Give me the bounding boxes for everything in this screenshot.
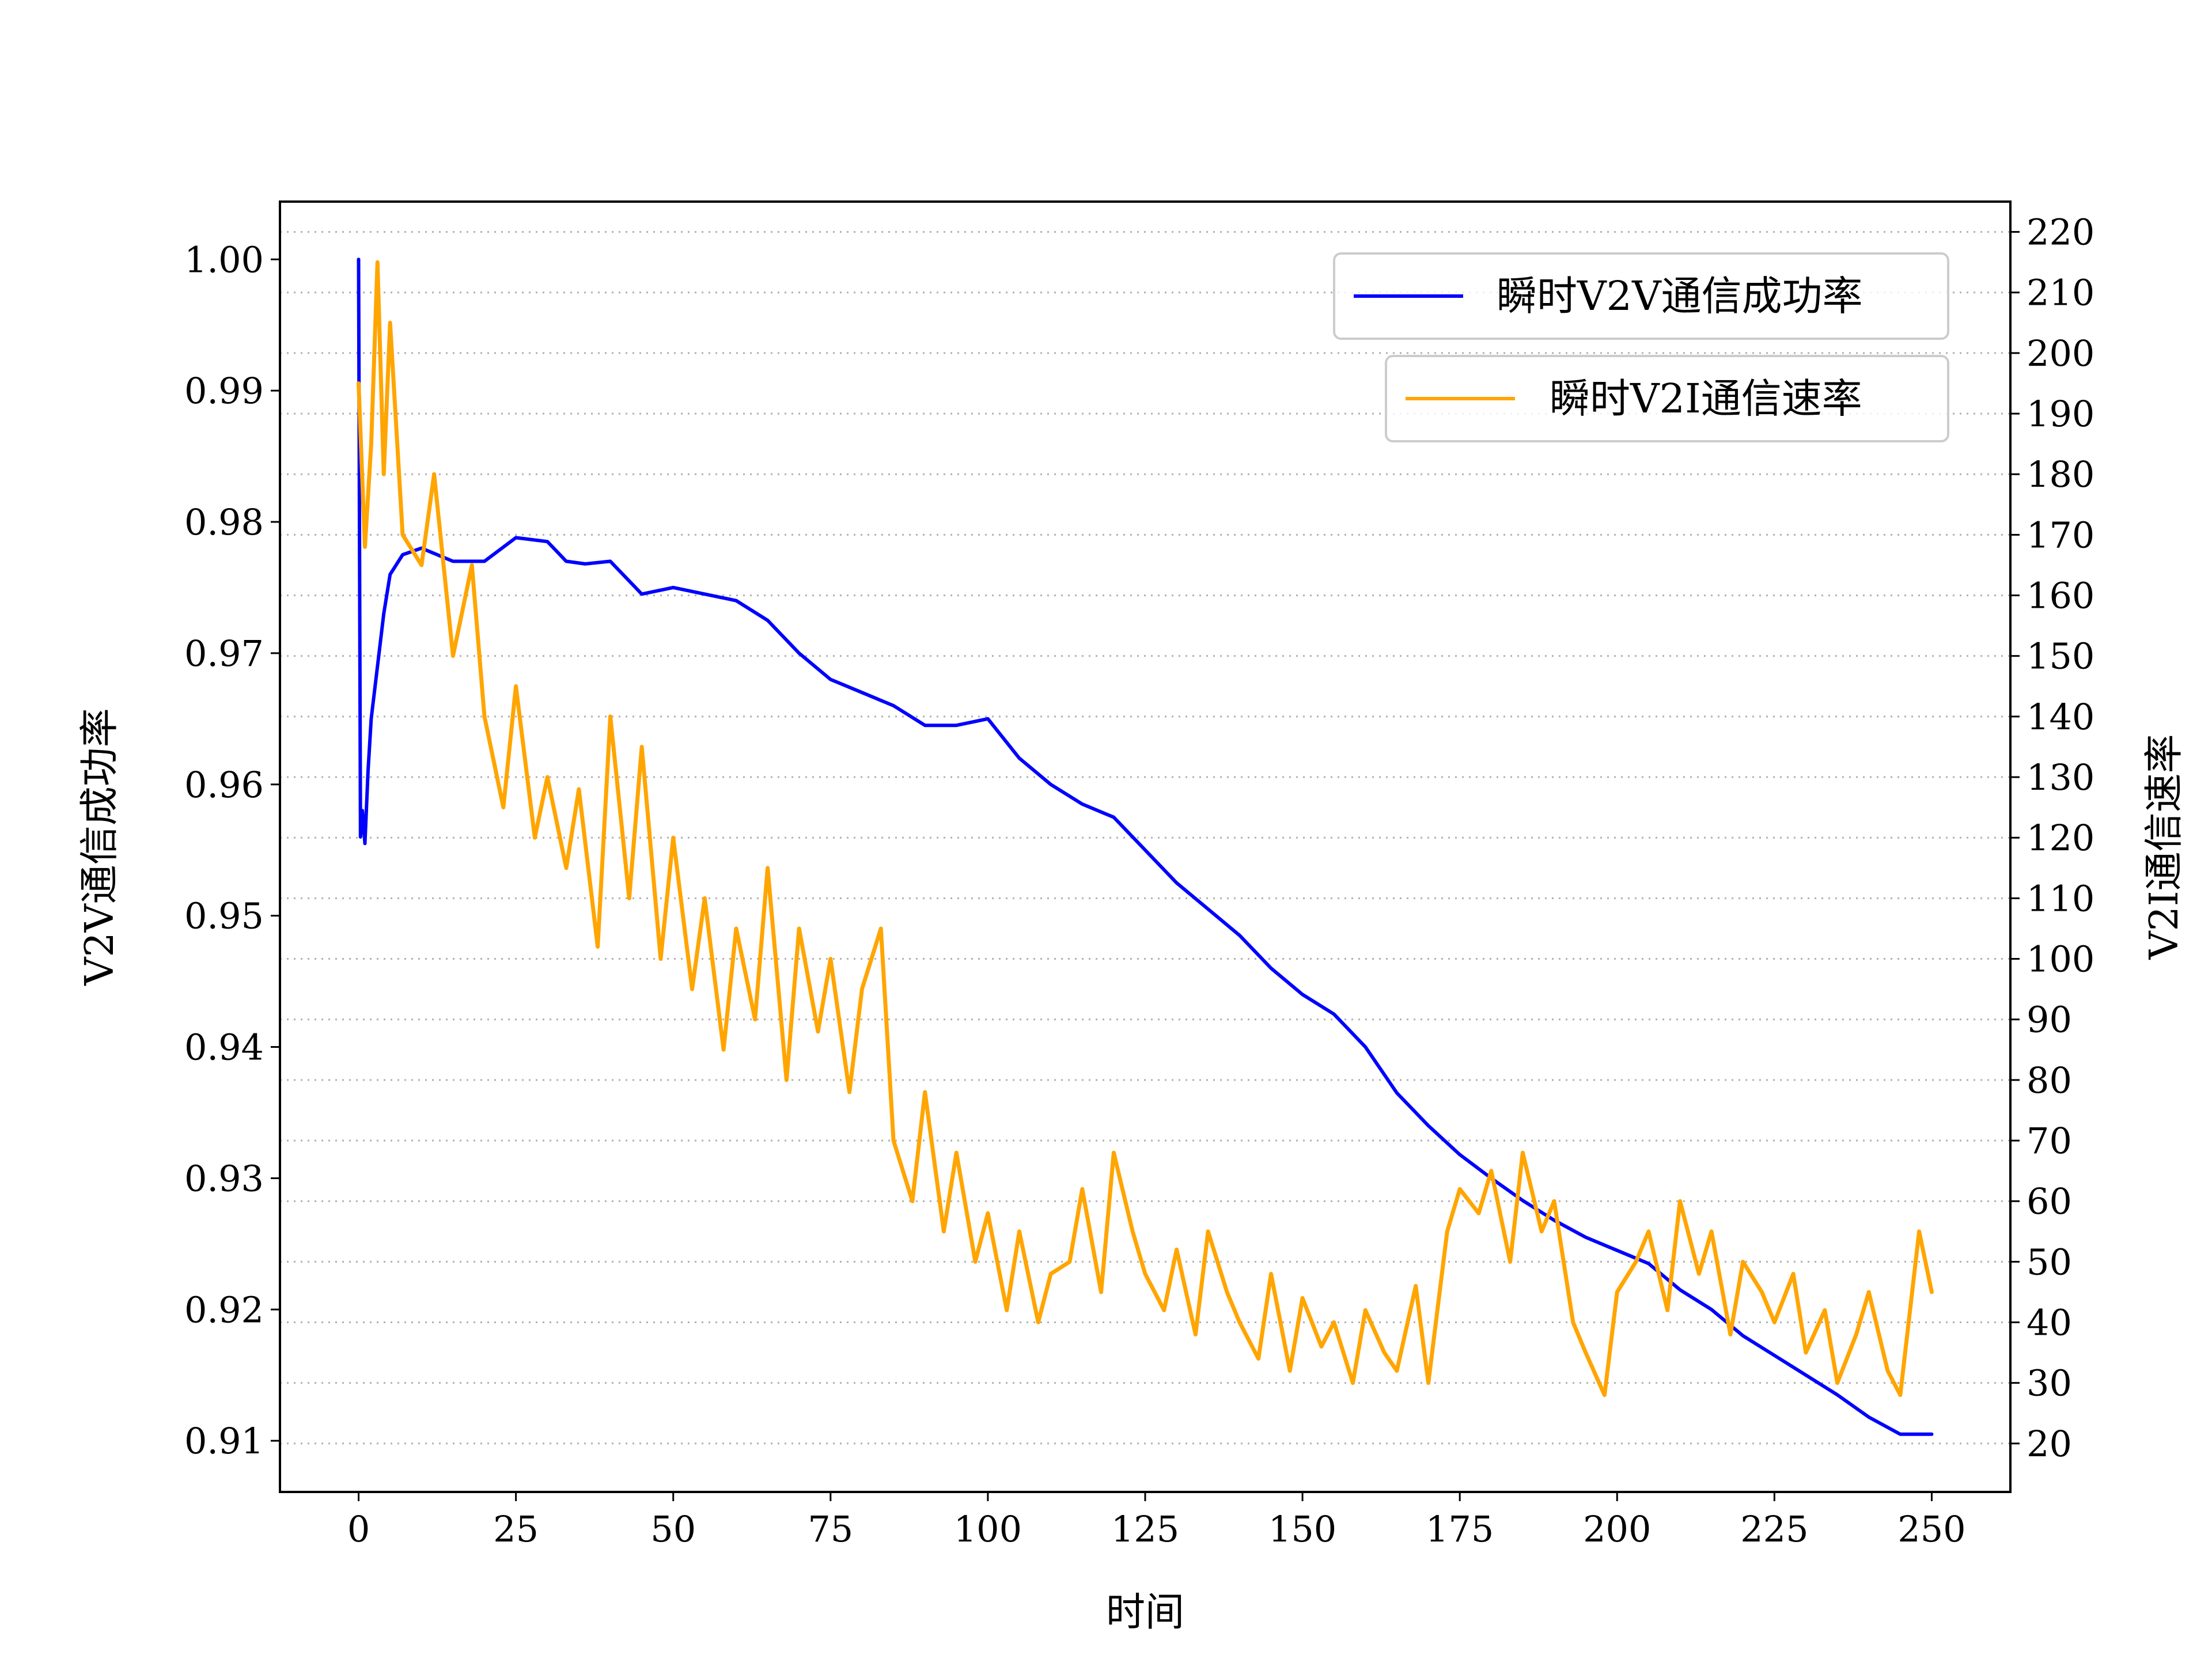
left-y-tick-label: 0.93 xyxy=(184,1157,264,1199)
x-tick-label: 75 xyxy=(808,1508,853,1550)
v2i-rate-line xyxy=(357,260,1934,1397)
x-axis-title: 时间 xyxy=(1106,1590,1184,1635)
left-y-tick-label: 0.96 xyxy=(184,764,264,806)
x-tick-label: 100 xyxy=(954,1508,1022,1550)
legend-v2i-box xyxy=(1385,355,1949,442)
right-y-tick-label: 90 xyxy=(2027,999,2072,1041)
right-y-tick-label: 30 xyxy=(2027,1362,2072,1404)
x-tick-label: 125 xyxy=(1111,1508,1179,1550)
x-tick-label: 250 xyxy=(1897,1508,1965,1550)
right-y-tick-label: 130 xyxy=(2027,756,2094,798)
x-tick-label: 0 xyxy=(347,1508,370,1550)
right-y-tick-label: 20 xyxy=(2027,1423,2072,1465)
x-axis: 0 25 50 75 100 125 150 175 200 225 250 xyxy=(347,1492,1966,1550)
x-tick-label: 50 xyxy=(650,1508,696,1550)
legend-v2v-label: 瞬时V2V通信成功率 xyxy=(1497,272,1863,320)
right-y-tick-label: 200 xyxy=(2027,332,2094,374)
right-y-axis: 20 30 40 50 60 70 80 90 100 110 120 130 140 150 160 170… xyxy=(2010,211,2094,1465)
right-y-tick-label: 190 xyxy=(2027,393,2094,435)
x-tick-label: 225 xyxy=(1740,1508,1808,1550)
right-y-tick-label: 50 xyxy=(2027,1241,2072,1283)
left-y-tick-label: 0.94 xyxy=(184,1027,264,1069)
right-y-tick-label: 170 xyxy=(2027,514,2094,556)
series-layer xyxy=(357,257,1934,1436)
x-tick-label: 150 xyxy=(1268,1508,1336,1550)
right-y-tick-label: 160 xyxy=(2027,575,2094,617)
x-tick-label: 200 xyxy=(1583,1508,1651,1550)
left-y-axis: 0.91 0.92 0.93 0.94 0.95 0.96 0.97 0.98 0.99 1.00 xyxy=(184,238,280,1462)
right-y-tick-label: 140 xyxy=(2027,696,2094,738)
left-y-tick-label: 0.99 xyxy=(184,370,264,412)
legend-v2v: 瞬时V2V通信成功率 xyxy=(1333,252,1949,340)
right-y-axis-title: V2I通信速率 xyxy=(2142,734,2187,960)
right-y-tick-label: 60 xyxy=(2027,1180,2072,1222)
right-y-tick-label: 110 xyxy=(2027,877,2094,919)
right-y-tick-label: 210 xyxy=(2027,272,2094,314)
left-y-tick-label: 0.91 xyxy=(184,1420,264,1462)
legend-v2i-label: 瞬时V2I通信速率 xyxy=(1550,375,1862,422)
left-y-axis-title: V2V通信成功率 xyxy=(77,708,123,986)
left-y-tick-label: 0.95 xyxy=(184,895,264,937)
legend-v2i: 瞬时V2I通信速率 xyxy=(1385,355,1949,442)
v2v-success-rate-line xyxy=(357,257,1934,1436)
x-tick-label: 175 xyxy=(1426,1508,1494,1550)
right-y-tick-label: 40 xyxy=(2027,1302,2072,1344)
right-y-tick-label: 220 xyxy=(2027,211,2094,253)
right-y-tick-label: 80 xyxy=(2027,1059,2072,1101)
right-y-tick-label: 180 xyxy=(2027,453,2094,495)
left-y-tick-label: 0.92 xyxy=(184,1289,264,1331)
right-y-tick-label: 150 xyxy=(2027,635,2094,677)
right-y-tick-label: 70 xyxy=(2027,1120,2072,1162)
left-y-tick-label: 0.98 xyxy=(184,501,264,543)
x-tick-label: 25 xyxy=(493,1508,539,1550)
left-y-tick-label: 1.00 xyxy=(184,238,264,281)
right-y-tick-label: 120 xyxy=(2027,817,2094,859)
right-y-tick-label: 100 xyxy=(2027,938,2094,980)
grid-lines xyxy=(280,231,2010,1445)
left-y-tick-label: 0.97 xyxy=(184,632,264,675)
legend-v2v-box xyxy=(1333,252,1949,340)
